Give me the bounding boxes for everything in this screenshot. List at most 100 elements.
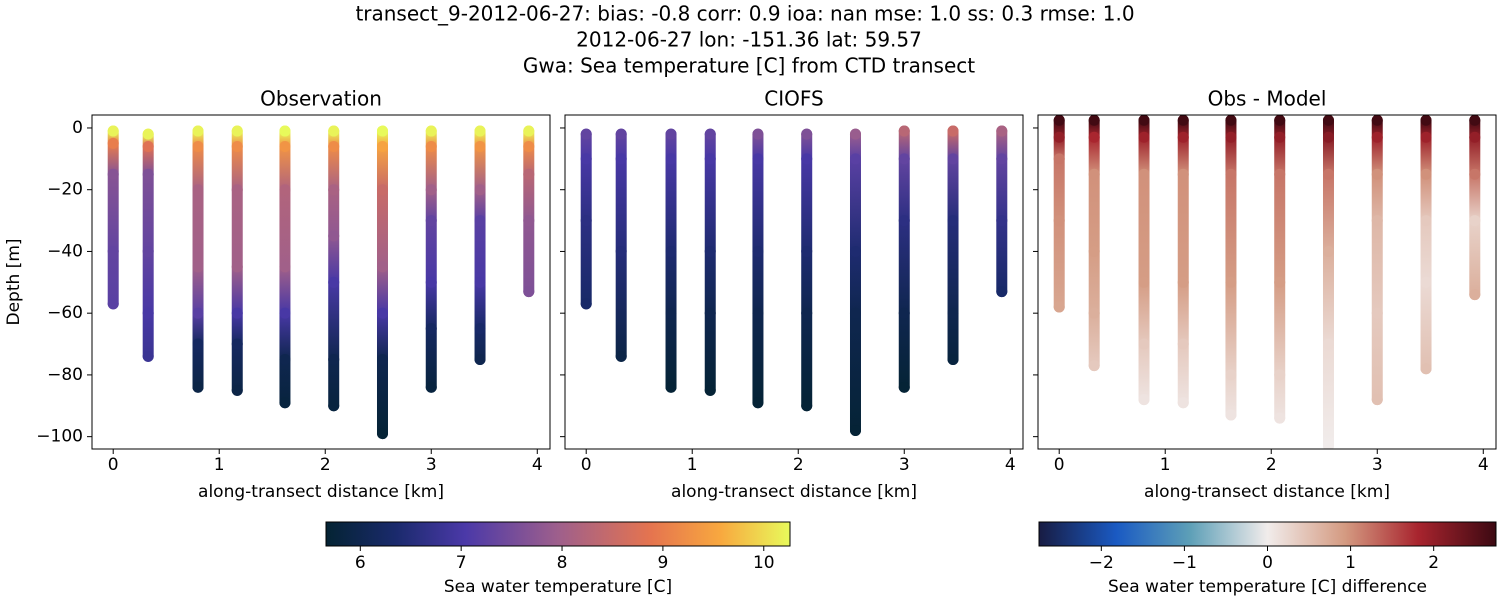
sample-point	[1177, 168, 1189, 180]
sample-point	[376, 261, 388, 273]
sample-point	[474, 276, 486, 288]
sample-point	[947, 353, 959, 365]
sample-point	[665, 245, 677, 257]
sample-point	[1138, 394, 1150, 406]
sample-point	[704, 307, 716, 319]
colorbar-tick-label: 2	[1428, 553, 1439, 573]
sample-point	[947, 307, 959, 319]
sample-point	[474, 140, 486, 152]
x-tick-label: 4	[1478, 455, 1489, 475]
sample-point	[279, 140, 291, 152]
sample-point	[1469, 289, 1481, 301]
plot-area	[107, 125, 535, 440]
sample-point	[1469, 168, 1481, 180]
plot-area	[1053, 115, 1481, 449]
x-axis-label: along-transect distance [km]	[1144, 482, 1390, 502]
y-tick-label: −100	[36, 427, 83, 447]
colorbar-tick-label: 6	[355, 553, 366, 573]
sample-point	[328, 353, 340, 365]
axes-frame	[91, 114, 551, 450]
sample-point	[801, 400, 813, 412]
sample-point	[1225, 369, 1237, 381]
x-tick-label: 2	[320, 455, 331, 475]
x-axis-label: along-transect distance [km]	[671, 482, 917, 502]
sample-point	[1469, 131, 1481, 143]
sample-point	[1371, 215, 1383, 227]
sample-point	[474, 323, 486, 335]
sample-point	[142, 128, 154, 140]
x-tick-label: 4	[532, 455, 543, 475]
panel-title: Observation	[260, 87, 382, 111]
sample-point	[1322, 115, 1334, 126]
x-tick-label: 4	[1005, 455, 1016, 475]
sample-point	[996, 153, 1008, 165]
sample-point	[1420, 215, 1432, 227]
sample-point	[279, 307, 291, 319]
sample-point	[1088, 115, 1100, 126]
x-tick-label: 0	[108, 455, 119, 475]
sample-point	[752, 128, 764, 140]
sample-point	[1053, 131, 1065, 143]
y-tick-label: −60	[47, 303, 83, 323]
panel-title: Obs - Model	[1208, 87, 1327, 111]
x-tick-label: 1	[687, 455, 698, 475]
sample-point	[704, 245, 716, 257]
sample-point	[1088, 168, 1100, 180]
y-tick-label: −40	[47, 241, 83, 261]
sample-point	[107, 125, 119, 137]
sample-point	[328, 140, 340, 152]
sample-point	[1420, 131, 1432, 143]
sample-point	[1053, 115, 1065, 126]
sample-point	[665, 307, 677, 319]
x-tick-label: 1	[214, 455, 225, 475]
colorbar-tick-label: 1	[1345, 553, 1356, 573]
colorbar-label: Sea water temperature [C] difference	[1108, 577, 1427, 597]
sample-point	[279, 261, 291, 273]
sample-point	[580, 153, 592, 165]
sample-point	[1053, 215, 1065, 227]
sample-point	[474, 125, 486, 137]
sample-point	[142, 168, 154, 180]
colorbar-tick-label: 10	[753, 553, 775, 573]
sample-point	[996, 125, 1008, 137]
sample-point	[376, 184, 388, 196]
sample-point	[1225, 409, 1237, 421]
sample-point	[231, 261, 243, 273]
x-tick-label: 2	[1266, 455, 1277, 475]
sample-point	[107, 137, 119, 149]
sample-point	[192, 261, 204, 273]
sample-point	[1177, 131, 1189, 143]
sample-point	[947, 153, 959, 165]
sample-point	[279, 125, 291, 137]
x-tick-label: 2	[793, 455, 804, 475]
sample-point	[328, 400, 340, 412]
sample-point	[1274, 115, 1286, 126]
sample-point	[580, 298, 592, 310]
sample-point	[1177, 276, 1189, 288]
sample-point	[1088, 360, 1100, 372]
sample-point	[523, 125, 535, 137]
sample-point	[1371, 168, 1383, 180]
sample-point	[704, 128, 716, 140]
sample-point	[1420, 276, 1432, 288]
sample-point	[279, 397, 291, 409]
sample-point	[328, 184, 340, 196]
sample-point	[704, 153, 716, 165]
sample-point	[142, 350, 154, 362]
sample-point	[1420, 168, 1432, 180]
sample-point	[996, 286, 1008, 298]
colorbar-tick-label: 9	[657, 553, 668, 573]
sample-point	[615, 128, 627, 140]
sample-point	[279, 184, 291, 196]
x-tick-label: 3	[1372, 455, 1383, 475]
sample-point	[849, 128, 861, 140]
sample-point	[231, 384, 243, 396]
colorbar	[1038, 521, 1497, 547]
sample-point	[1371, 131, 1383, 143]
sample-point	[107, 298, 119, 310]
sample-point	[231, 184, 243, 196]
sample-point	[192, 140, 204, 152]
y-tick-label: −20	[47, 180, 83, 200]
sample-point	[1138, 276, 1150, 288]
